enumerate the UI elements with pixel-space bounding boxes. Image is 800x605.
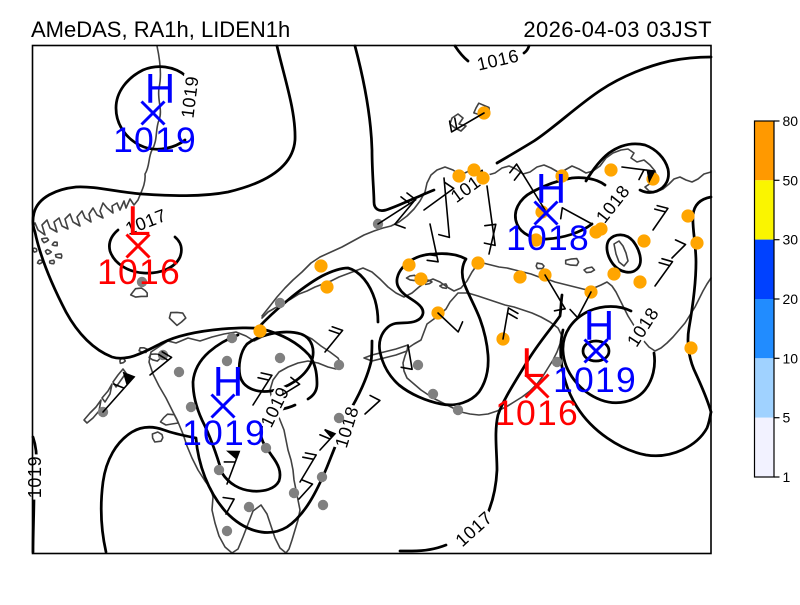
svg-text:1016: 1016 bbox=[495, 393, 579, 433]
svg-text:L: L bbox=[521, 339, 544, 386]
svg-text:20: 20 bbox=[783, 291, 799, 307]
svg-text:1018: 1018 bbox=[506, 218, 590, 258]
svg-text:80: 80 bbox=[783, 113, 799, 129]
svg-text:1019: 1019 bbox=[182, 413, 266, 453]
svg-text:1019: 1019 bbox=[113, 120, 197, 160]
svg-text:10: 10 bbox=[783, 350, 799, 366]
svg-text:H: H bbox=[584, 302, 614, 349]
svg-text:1019: 1019 bbox=[25, 456, 45, 498]
svg-text:50: 50 bbox=[783, 172, 799, 188]
svg-text:L: L bbox=[127, 197, 150, 244]
svg-text:H: H bbox=[536, 165, 566, 212]
svg-text:H: H bbox=[213, 358, 243, 405]
svg-text:2026-04-03 03JST: 2026-04-03 03JST bbox=[523, 17, 712, 42]
svg-text:30: 30 bbox=[783, 232, 799, 248]
svg-text:5: 5 bbox=[783, 410, 791, 426]
svg-text:1: 1 bbox=[783, 469, 791, 485]
svg-text:1019: 1019 bbox=[553, 360, 637, 400]
svg-text:1016: 1016 bbox=[97, 252, 181, 292]
svg-text:AMeDAS, RA1h, LIDEN1h: AMeDAS, RA1h, LIDEN1h bbox=[31, 17, 290, 42]
